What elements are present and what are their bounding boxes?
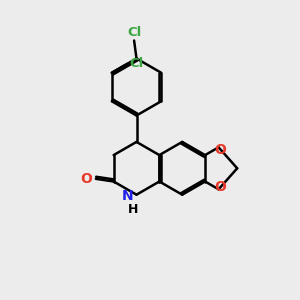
Text: Cl: Cl <box>129 57 143 70</box>
Text: O: O <box>80 172 92 186</box>
Text: H: H <box>128 203 138 216</box>
Text: O: O <box>214 180 226 194</box>
Text: N: N <box>121 189 133 203</box>
Text: O: O <box>214 143 226 157</box>
Text: Cl: Cl <box>127 26 141 39</box>
